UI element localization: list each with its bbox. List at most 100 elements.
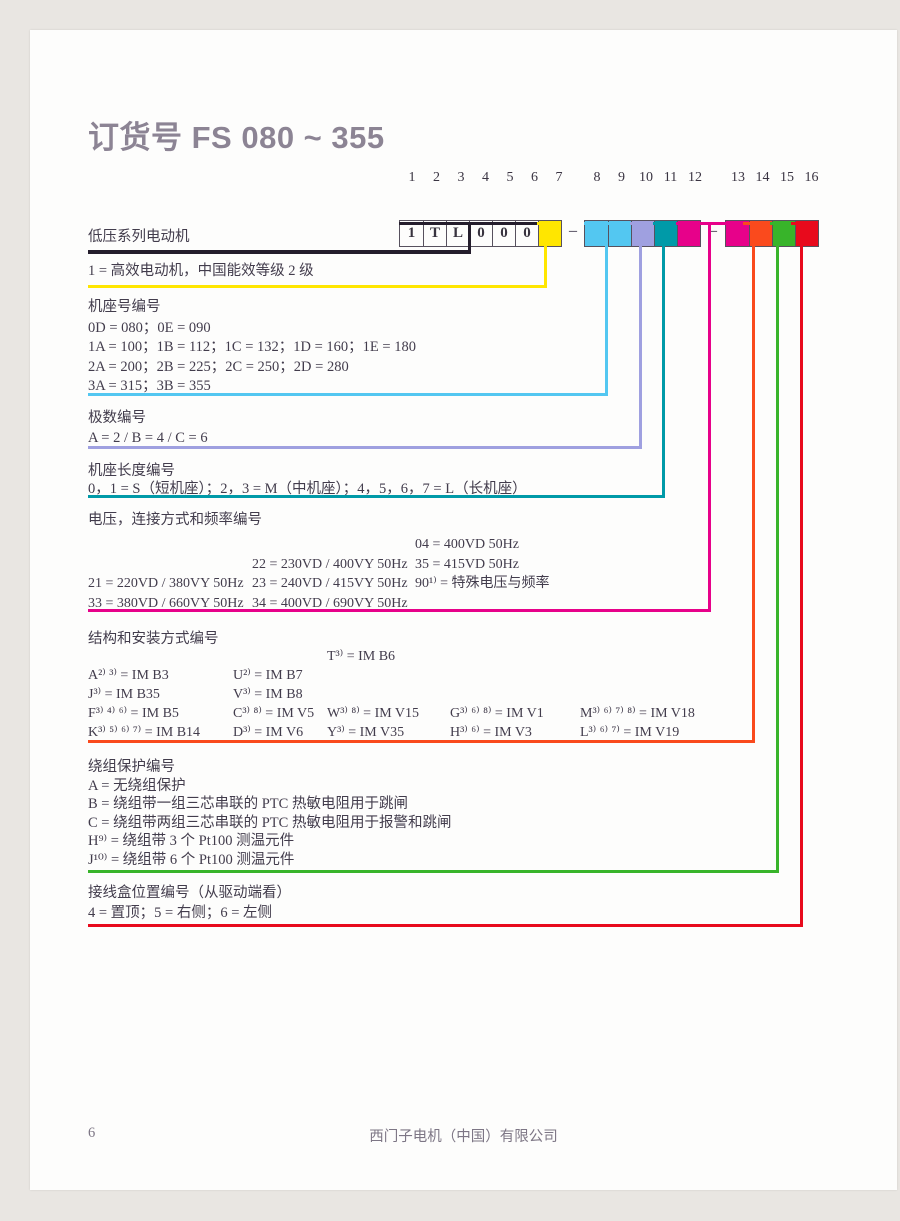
section-winding-protection-connector-strip (770, 222, 791, 225)
section-efficiency-connector-strip (537, 222, 561, 225)
code-position-label-2: 2 (433, 170, 440, 185)
section-winding-protection-connector-vertical (776, 222, 779, 873)
code-position-label-11: 11 (663, 170, 678, 185)
section-mounting-entry: C³⁾ ⁸⁾ = IM V5 (233, 705, 315, 721)
section-mounting-entry: A²⁾ ³⁾ = IM B3 (88, 667, 169, 683)
section-frame-length-line: 0，1 = S（短机座）；2，3 = M（中机座）；4，5，6，7 = L（长机… (88, 481, 527, 497)
code-position-label-1: 1 (408, 170, 416, 185)
section-mounting-connector-strip (743, 222, 770, 225)
section-frame-size-connector-strip (584, 222, 630, 225)
code-cell-10 (631, 221, 654, 246)
section-winding-protection-line: J¹⁰⁾ = 绕组带 6 个 Pt100 测温元件 (88, 851, 295, 868)
section-frame-length-connector-strip (653, 222, 676, 225)
code-position-label-5: 5 (506, 170, 514, 185)
section-voltage-entry: 90¹⁾ = 特殊电压与频率 (415, 576, 550, 592)
section-winding-protection-line: C = 绕组带两组三芯串联的 PTC 热敏电阻用于报警和跳闸 (88, 814, 452, 831)
section-poles-heading: 极数编号 (88, 410, 146, 426)
section-terminal-box-heading: 接线盒位置编号（从驱动端看） (88, 885, 291, 901)
section-winding-protection-heading: 绕组保护编号 (88, 759, 175, 775)
section-mounting-underline (88, 740, 755, 743)
section-winding-protection-line: H⁹⁾ = 绕组带 3 个 Pt100 测温元件 (88, 833, 295, 850)
section-series-heading: 低压系列电动机 (88, 229, 190, 245)
code-cell-6: 0 (515, 221, 538, 246)
section-voltage-entry: 22 = 230VD / 400VY 50Hz (252, 556, 408, 572)
code-position-label-4: 4 (482, 170, 489, 185)
code-separator-dash: – (709, 222, 717, 239)
section-terminal-box-underline (88, 924, 803, 927)
code-position-label-10: 10 (639, 170, 653, 185)
section-efficiency-line: 1 = 高效电动机，中国能效等级 2 级 (88, 263, 314, 279)
code-separator-dash: – (569, 222, 577, 239)
section-mounting-entry: U²⁾ = IM B7 (233, 667, 303, 683)
section-voltage-entry: 23 = 240VD / 415VY 50Hz (252, 576, 408, 592)
section-voltage-underline (88, 609, 711, 612)
section-mounting-entry: L³⁾ ⁶⁾ ⁷⁾ = IM V19 (580, 724, 680, 740)
section-frame-size-heading: 机座号编号 (88, 299, 161, 315)
section-mounting-connector-vertical (752, 222, 755, 743)
section-terminal-box-line: 4 = 置顶；5 = 右侧；6 = 左侧 (88, 905, 273, 921)
section-frame-size-line: 3A = 315；3B = 355 (88, 377, 211, 394)
section-voltage-entry: 33 = 380VD / 660VY 50Hz (88, 595, 244, 611)
section-frame-length-underline (88, 495, 665, 498)
section-mounting-entry: V³⁾ = IM B8 (233, 686, 303, 702)
section-series-connector-vertical (468, 222, 471, 254)
code-cell-8 (585, 221, 608, 246)
code-cell-9 (608, 221, 631, 246)
code-cell-3: L (446, 221, 469, 246)
footer-page-number: 6 (88, 1125, 96, 1141)
section-frame-size-line: 1A = 100；1B = 112；1C = 132；1D = 160；1E =… (88, 339, 416, 356)
code-cell-12 (677, 221, 700, 246)
code-cell-5: 0 (492, 221, 515, 246)
code-position-label-16: 16 (804, 170, 819, 185)
section-mounting-entry: D³⁾ = IM V6 (233, 724, 304, 740)
section-terminal-box-connector-vertical (800, 222, 803, 927)
code-position-label-9: 9 (618, 170, 625, 185)
section-winding-protection-underline (88, 870, 779, 873)
section-mounting-entry: J³⁾ = IM B35 (88, 686, 160, 702)
section-voltage-entry: 21 = 220VD / 380VY 50Hz (88, 576, 244, 592)
section-voltage-entry: 34 = 400VD / 690VY 50Hz (252, 595, 408, 611)
code-position-label-13: 13 (731, 170, 745, 185)
section-frame-size-underline (88, 393, 608, 396)
code-position-label-14: 14 (755, 170, 770, 185)
section-mounting-entry: H³⁾ ⁶⁾ = IM V3 (450, 724, 532, 740)
section-winding-protection-line: B = 绕组带一组三芯串联的 PTC 热敏电阻用于跳闸 (88, 796, 408, 813)
page-title: 订货号 FS 080 ~ 355 (88, 120, 385, 155)
section-frame-size-line: 0D = 080；0E = 090 (88, 320, 211, 336)
section-mounting-entry: M³⁾ ⁶⁾ ⁷⁾ ⁸⁾ = IM V18 (580, 705, 695, 721)
section-voltage-connector-strip (676, 222, 743, 225)
section-mounting-entry: F³⁾ ⁴⁾ ⁶⁾ = IM B5 (88, 705, 179, 721)
section-mounting-entry: Y³⁾ = IM V35 (327, 724, 405, 740)
section-voltage-entry: 04 = 400VD 50Hz (415, 537, 519, 552)
section-mounting-heading: 结构和安装方式编号 (88, 631, 219, 647)
section-poles-connector-strip (630, 222, 653, 225)
section-series-underline (88, 250, 471, 254)
section-mounting-entry: W³⁾ ⁸⁾ = IM V15 (327, 705, 420, 721)
section-efficiency-connector-vertical (544, 222, 547, 288)
section-poles-line: A = 2 / B = 4 / C = 6 (88, 430, 208, 446)
section-mounting-entry: G³⁾ ⁶⁾ ⁸⁾ = IM V1 (450, 705, 544, 721)
section-voltage-entry: 35 = 415VD 50Hz (415, 556, 519, 572)
section-frame-length-heading: 机座长度编号 (88, 463, 175, 479)
code-cell-2: T (423, 221, 446, 246)
section-poles-connector-vertical (639, 222, 642, 449)
code-position-label-15: 15 (780, 170, 794, 185)
code-cell-7 (538, 221, 561, 246)
section-voltage-connector-vertical (708, 222, 711, 612)
section-mounting-entry: T³⁾ = IM B6 (327, 649, 396, 664)
section-frame-size-connector-vertical (605, 222, 608, 396)
code-position-label-6: 6 (531, 170, 538, 185)
code-block-2 (584, 220, 701, 247)
section-frame-length-connector-vertical (662, 222, 665, 498)
code-position-label-7: 7 (555, 170, 563, 185)
code-cell-1: 1 (400, 221, 423, 246)
section-winding-protection-line: A = 无绕组保护 (88, 778, 186, 794)
code-cell-11 (654, 221, 677, 246)
section-voltage-heading: 电压，连接方式和频率编号 (88, 512, 262, 528)
section-frame-size-line: 2A = 200；2B = 225；2C = 250；2D = 280 (88, 358, 349, 375)
section-mounting-entry: K³⁾ ⁵⁾ ⁶⁾ ⁷⁾ = IM B14 (88, 724, 201, 740)
section-terminal-box-connector-strip (791, 222, 817, 225)
